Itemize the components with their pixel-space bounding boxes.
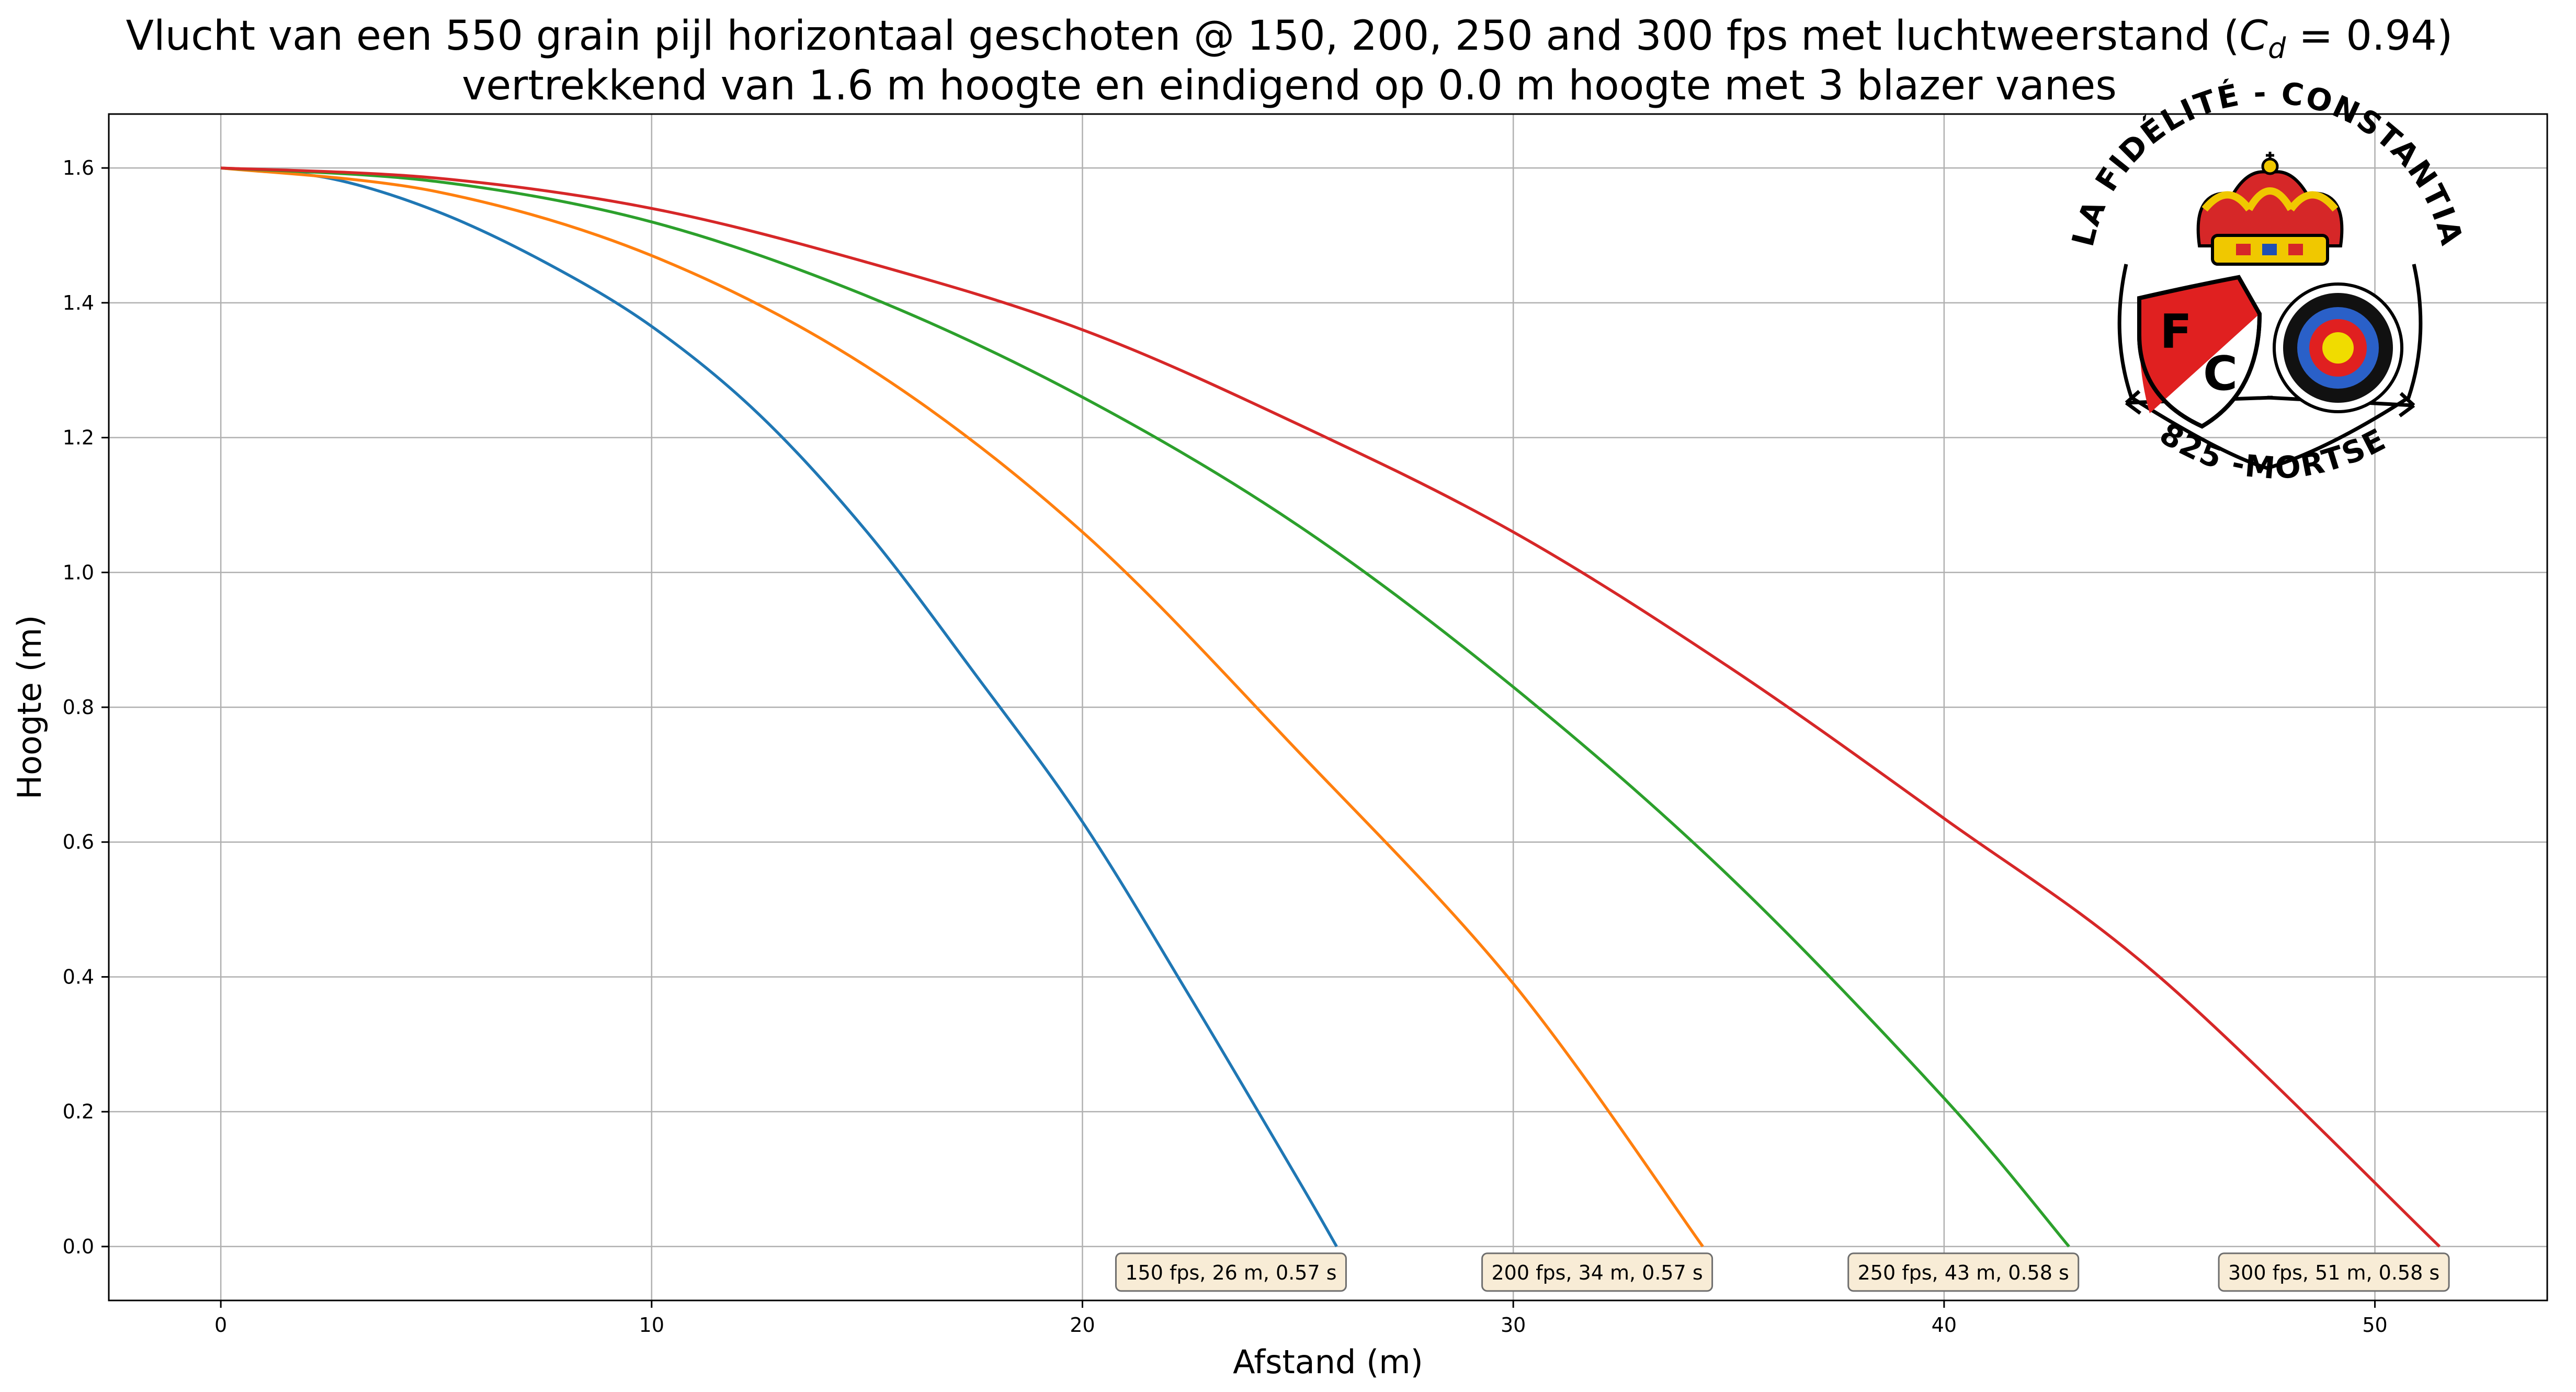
annotations: 150 fps, 26 m, 0.57 s 200 fps, 34 m, 0.57…	[1115, 1252, 2450, 1292]
y-tick-label: 1.4	[63, 291, 94, 314]
chart-title-cd-value: = 0.94)	[2286, 13, 2453, 60]
series-line-200-fps	[220, 166, 1704, 1248]
y-tick-label: 0.2	[63, 1100, 94, 1123]
y-tick-label: 1.2	[63, 426, 94, 449]
y-tick-label: 0.6	[63, 831, 94, 854]
x-tick-label: 30	[1501, 1314, 1526, 1337]
x-axis-label: Afstand (m)	[1233, 1343, 1423, 1381]
y-tick-label: 1.6	[63, 156, 94, 179]
series-line-150-fps	[220, 166, 1338, 1248]
annotation-text: 150 fps, 26 m, 0.57 s	[1125, 1261, 1336, 1284]
y-tick-label: 0.0	[63, 1235, 94, 1258]
x-tick-label: 10	[639, 1314, 664, 1337]
annotation-200-fps: 200 fps, 34 m, 0.57 s	[1481, 1252, 1713, 1292]
annotation-box	[1481, 1252, 1713, 1292]
x-tick-label: 20	[1070, 1314, 1095, 1337]
y-tick-label: 1.0	[63, 561, 94, 584]
x-tick-label: 0	[214, 1314, 227, 1337]
x-axis-ticks: 0 10 20 30 40 50	[214, 1300, 2388, 1337]
annotation-text: 250 fps, 43 m, 0.58 s	[1858, 1261, 2069, 1284]
chart-title-main: Vlucht van een 550 grain pijl horizontaa…	[126, 13, 2240, 60]
chart-title-cd: C	[2240, 13, 2268, 60]
chart-title-cd-sub: d	[2268, 32, 2286, 65]
annotation-250-fps: 250 fps, 43 m, 0.58 s	[1847, 1252, 2080, 1292]
shield-icon: F C	[2137, 275, 2262, 429]
annotation-box	[1847, 1252, 2080, 1292]
chart-title-line2: vertrekkend van 1.6 m hoogte en eindigen…	[462, 62, 2117, 109]
y-tick-label: 0.8	[63, 696, 94, 719]
logo-letter-f: F	[2160, 304, 2192, 359]
target-icon	[2273, 282, 2403, 413]
annotation-150-fps: 150 fps, 26 m, 0.57 s	[1115, 1252, 1347, 1292]
bow-icon	[2117, 264, 2423, 470]
y-tick-label: 0.4	[63, 965, 94, 988]
annotation-box	[1115, 1252, 1347, 1292]
series-layer	[220, 166, 2441, 1248]
y-axis-ticks: 0.0 0.2 0.4 0.6 0.8 1.0 1.2 1.4 1.6	[63, 156, 109, 1258]
x-tick-label: 40	[1932, 1314, 1957, 1337]
x-tick-label: 50	[2362, 1314, 2387, 1337]
series-line-250-fps	[221, 166, 2070, 1248]
logo-letter-c: C	[2203, 346, 2238, 401]
chart-title-line1: Vlucht van een 550 grain pijl horizontaa…	[126, 13, 2453, 65]
y-axis-label: Hoogte (m)	[10, 615, 49, 800]
annotation-text: 300 fps, 51 m, 0.58 s	[2228, 1261, 2439, 1284]
crown-icon	[2196, 152, 2344, 266]
series-line-300-fps	[221, 166, 2441, 1248]
annotation-box	[2218, 1252, 2450, 1292]
annotation-300-fps: 300 fps, 51 m, 0.58 s	[2218, 1252, 2450, 1292]
annotation-text: 200 fps, 34 m, 0.57 s	[1492, 1261, 1703, 1284]
